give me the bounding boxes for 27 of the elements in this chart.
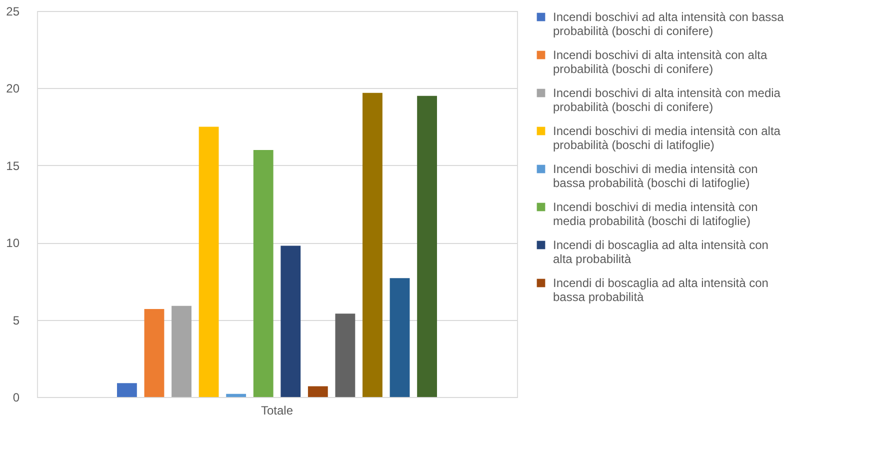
- bar: [117, 383, 137, 397]
- bar: [335, 314, 356, 397]
- legend-label: Incendi boschivi di media intensità con bassa probabilità (boschi di latifoglie): [553, 162, 758, 190]
- y-tick-label: 25: [6, 4, 20, 18]
- bar: [226, 394, 246, 397]
- y-tick-label: 5: [12, 313, 20, 328]
- bar: [144, 308, 164, 397]
- bar: [198, 126, 219, 397]
- y-tick-label: 10: [6, 236, 20, 250]
- legend-label: Incendi di boscaglia ad alta intensità con bassa probabilità: [553, 276, 768, 304]
- x-tick-label: Totale: [260, 404, 294, 418]
- bar: [362, 92, 382, 397]
- y-tick-label: 20: [6, 82, 20, 96]
- legend-label: Incendi boschivi di media intensità con media probabilità (boschi di latifoglie): [553, 200, 758, 228]
- bar: [280, 246, 301, 397]
- legend-label: Incendi boschivi di alta intensità con alta probabilità (boschi di conifere): [553, 48, 768, 76]
- y-tick-label: 15: [6, 158, 20, 173]
- legend-label: Incendi di boscaglia ad alta intensità con alta probabilità: [553, 238, 768, 266]
- bar: [390, 278, 410, 397]
- y-tick-label: 0: [12, 390, 20, 404]
- bar: [417, 96, 437, 397]
- bar: [308, 386, 328, 397]
- bar: [253, 150, 274, 397]
- legend-label: Incendi boschivi ad alta intensità con bassa probabilità (boschi di conifere): [553, 10, 784, 38]
- legend-label: Incendi boschivi di media intensità con alta probabilità (boschi di latifoglie): [553, 124, 781, 152]
- legend-label: Incendi boschivi di alta intensità con media probabilità (boschi di conifere): [553, 86, 781, 114]
- bar: [172, 306, 192, 397]
